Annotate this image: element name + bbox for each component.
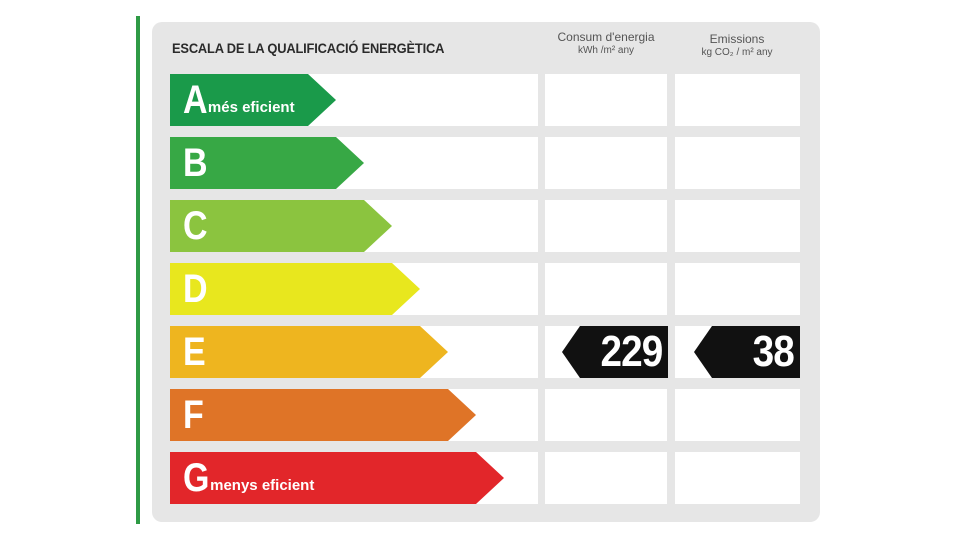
- rating-arrow-c: C: [170, 200, 392, 252]
- rating-letter: A: [183, 78, 208, 122]
- emissions-cell-d: [675, 263, 800, 315]
- consum-header-unit: kWh /m² any: [577, 45, 635, 56]
- emissions-cell-a: [675, 74, 800, 126]
- emissions-cell-g: [675, 452, 800, 504]
- rating-letter: D: [183, 267, 208, 311]
- rating-description: menys eficient: [210, 476, 315, 494]
- emissions-column-header: Emissions kg CO₂ / m² any: [674, 32, 800, 60]
- emissions-cell-f: [675, 389, 800, 441]
- rating-letter: E: [183, 330, 206, 374]
- emissions-value: 38: [752, 327, 795, 376]
- consum-cell-d: [545, 263, 667, 315]
- emissions-header-unit: kg CO₂ / m² any: [701, 47, 773, 58]
- consum-column-header: Consum d'energia kWh /m² any: [544, 30, 668, 58]
- consum-cell-c: [545, 200, 667, 252]
- rating-description: més eficient: [207, 98, 295, 116]
- rating-arrow-f: F: [170, 389, 476, 441]
- rating-letter: B: [183, 141, 208, 185]
- consum-cell-f: [545, 389, 667, 441]
- consum-value-tag: 229: [562, 326, 668, 378]
- accent-line: [136, 16, 140, 524]
- emissions-header-label: Emissions: [709, 32, 765, 46]
- consum-value: 229: [600, 327, 663, 376]
- rating-arrow-e: E: [170, 326, 448, 378]
- consum-cell-b: [545, 137, 667, 189]
- emissions-value-tag: 38: [694, 326, 800, 378]
- rating-arrow-b: B: [170, 137, 364, 189]
- consum-cell-a: [545, 74, 667, 126]
- consum-cell-g: [545, 452, 667, 504]
- consum-header-label: Consum d'energia: [557, 30, 655, 44]
- rating-letter: G: [183, 456, 210, 500]
- label-title: ESCALA DE LA QUALIFICACIÓ ENERGÈTICA: [172, 40, 445, 56]
- rating-letter: C: [183, 204, 208, 248]
- rating-letter: F: [183, 393, 204, 437]
- emissions-cell-c: [675, 200, 800, 252]
- emissions-cell-b: [675, 137, 800, 189]
- rating-arrow-d: D: [170, 263, 420, 315]
